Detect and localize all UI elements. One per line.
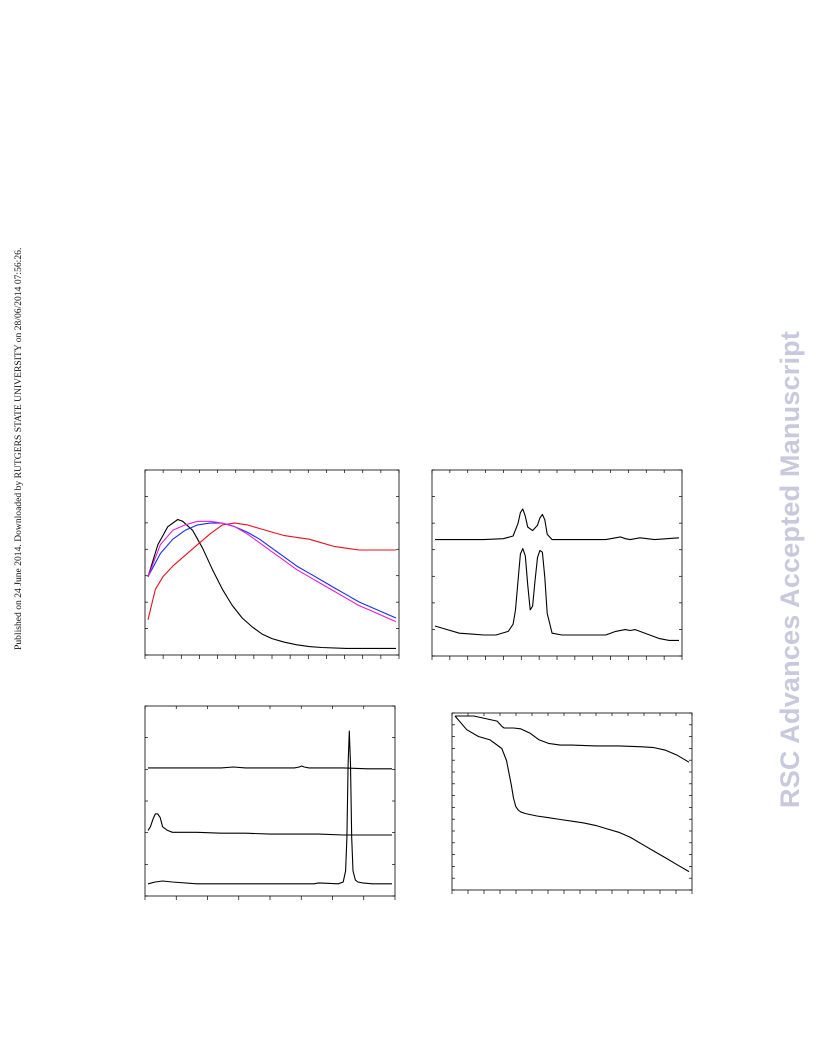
figure-panel-top-right (431, 469, 683, 660)
provenance-line: Published on 24 June 2014. Downloaded by… (13, 247, 24, 650)
figure-panel-bottom-left (144, 705, 396, 900)
series-line-2 (147, 813, 392, 836)
series-line-2 (434, 548, 679, 641)
series-line-1 (147, 518, 396, 649)
series-line-1 (148, 765, 392, 770)
plot-frame (431, 469, 683, 657)
plot-frame (144, 705, 396, 897)
plot-frame (144, 469, 400, 656)
series-line-4 (147, 520, 397, 623)
series-line-2 (454, 715, 690, 873)
series-line-3 (147, 730, 392, 885)
series-line-2 (147, 522, 396, 620)
accepted-manuscript-watermark: RSC Advances Accepted Manuscript (775, 330, 805, 808)
series-line-1 (435, 508, 680, 541)
figure-panel-bottom-right (451, 712, 693, 894)
figure-panel-top-left (144, 469, 400, 659)
plot-frame (451, 712, 693, 891)
series-line-1 (455, 715, 690, 763)
series-line-3 (147, 522, 397, 619)
